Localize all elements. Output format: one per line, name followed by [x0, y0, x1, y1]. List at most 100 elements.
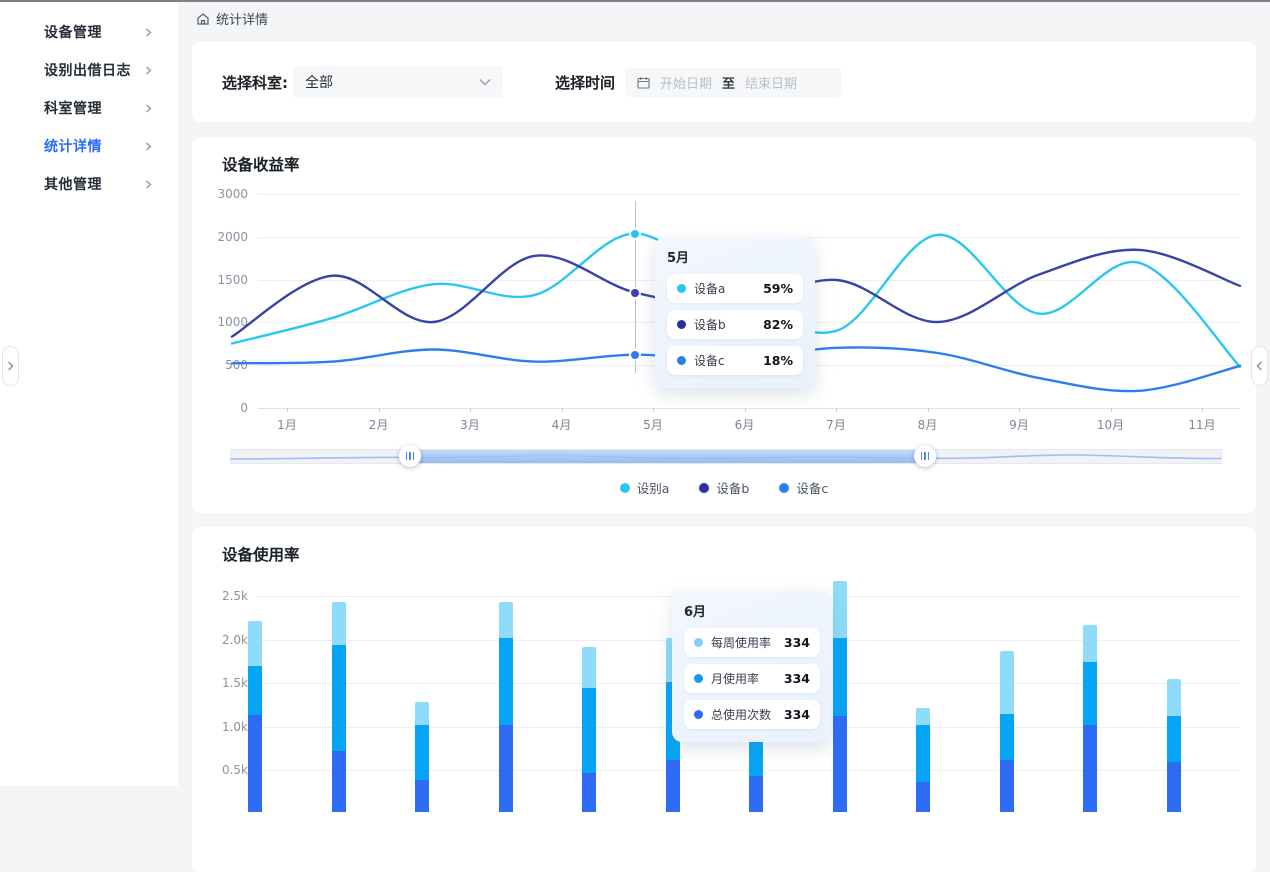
sidebar-item-2[interactable]: 设别出借日志 [0, 51, 178, 89]
tooltip-row-value: 334 [783, 671, 810, 686]
legend-item[interactable]: 设备c [779, 478, 828, 497]
hover-point-dot [631, 288, 640, 297]
bar-segment-每周使用率[interactable] [1166, 678, 1181, 717]
tooltip-row-label: 设备b [694, 318, 726, 332]
bar-segment-月使用率[interactable] [331, 644, 346, 752]
legend-item[interactable]: 设别a [619, 478, 670, 497]
bar-segment-月使用率[interactable] [916, 725, 930, 782]
bar-chart-card: 设备使用率 6月 每周使用率 334 月使用率 334 总使用次数 334 2.… [192, 527, 1256, 872]
tooltip-row-value: 82% [763, 317, 793, 332]
tooltip-row: 月使用率 334 [684, 664, 820, 693]
bar-segment-总使用次数[interactable] [331, 751, 346, 812]
bar-segment-每周使用率[interactable] [582, 646, 596, 689]
bar-segment-总使用次数[interactable] [582, 772, 596, 812]
chevron-right-icon [146, 65, 152, 75]
bar-segment-总使用次数[interactable] [749, 776, 763, 812]
date-range-picker[interactable]: 开始日期 至 结束日期 [625, 68, 841, 97]
x-axis-label: 1月 [277, 418, 297, 432]
bar-segment-每周使用率[interactable] [331, 602, 346, 645]
bar-segment-每周使用率[interactable] [832, 581, 847, 638]
bar-chart-title: 设备使用率 [222, 546, 300, 564]
tooltip-row-value: 334 [783, 635, 810, 650]
chevron-left-icon [1256, 361, 1262, 371]
y-axis-label: 1000 [217, 315, 248, 329]
collapse-right-panel-button[interactable] [1251, 346, 1268, 386]
start-date-input[interactable]: 开始日期 [660, 77, 713, 92]
tooltip-row-label: 月使用率 [711, 672, 760, 686]
legend-dot-icon [619, 482, 630, 493]
bar-segment-每周使用率[interactable] [248, 621, 262, 666]
bar-segment-月使用率[interactable] [415, 725, 429, 780]
chevron-right-icon [146, 27, 152, 37]
sidebar-item-label: 科室管理 [44, 101, 102, 117]
y-axis-label: 1500 [217, 273, 248, 287]
hover-point-dot [631, 229, 640, 238]
tooltip-row-label: 设备c [694, 354, 725, 368]
tooltip-title: 6月 [684, 605, 707, 620]
bar-segment-月使用率[interactable] [1083, 662, 1097, 725]
legend-label: 设备b [716, 481, 750, 496]
main-content: 统计详情 选择科室: 全部 选择时间 开始日期 至 结束日期 设备收益率 5月 … [178, 2, 1270, 872]
chevron-down-icon [479, 78, 491, 86]
bar-segment-总使用次数[interactable] [498, 725, 513, 812]
sidebar-item-label: 设备管理 [44, 25, 102, 41]
sidebar-menu: 设备管理设别出借日志科室管理统计详情其他管理 [0, 2, 178, 203]
legend-dot-icon [779, 482, 790, 493]
bar-segment-月使用率[interactable] [832, 638, 847, 717]
bar-segment-总使用次数[interactable] [1083, 725, 1097, 812]
y-axis-label: 2.5k [221, 589, 248, 603]
sidebar-item-1[interactable]: 设备管理 [0, 13, 178, 51]
crosshair-line [635, 201, 637, 373]
bar-segment-月使用率[interactable] [582, 688, 596, 773]
bar-segment-每周使用率[interactable] [1083, 624, 1097, 663]
x-axis-label: 10月 [1096, 418, 1125, 432]
tooltip-row-value: 59% [763, 281, 793, 296]
legend-dot-icon [699, 482, 710, 493]
expand-left-panel-button[interactable] [2, 346, 19, 386]
chevron-right-icon [146, 141, 152, 151]
bar-segment-每周使用率[interactable] [916, 707, 930, 725]
y-axis-label: 500 [225, 358, 248, 372]
dept-select[interactable]: 全部 [293, 66, 503, 98]
sidebar-item-3[interactable]: 科室管理 [0, 89, 178, 127]
sidebar-item-4[interactable]: 统计详情 [0, 127, 178, 165]
sidebar-item-label: 统计详情 [44, 139, 102, 155]
bar-segment-月使用率[interactable] [248, 665, 262, 716]
tooltip-row-value: 18% [763, 353, 793, 368]
bar-segment-每周使用率[interactable] [415, 702, 429, 725]
bar-segment-月使用率[interactable] [1166, 716, 1181, 762]
bar-segment-总使用次数[interactable] [916, 781, 930, 812]
bar-segment-月使用率[interactable] [498, 638, 513, 725]
bar-segment-月使用率[interactable] [999, 713, 1014, 760]
x-axis-label: 8月 [917, 418, 938, 432]
datazoom-handle-right[interactable] [913, 445, 936, 467]
legend-label: 设别a [636, 481, 670, 496]
datazoom-handle-left[interactable] [399, 445, 422, 467]
bar-segment-总使用次数[interactable] [832, 716, 847, 812]
chart-legend: 设别a 设备b 设备c [192, 478, 1256, 497]
series-dot-icon [677, 356, 686, 365]
tooltip-row: 总使用次数 334 [684, 700, 820, 729]
chevron-right-icon [8, 361, 14, 371]
sidebar-item-5[interactable]: 其他管理 [0, 165, 178, 203]
tooltip-title: 5月 [667, 251, 690, 266]
datazoom-slider[interactable] [230, 445, 1222, 467]
bar-segment-每周使用率[interactable] [999, 651, 1014, 714]
tooltip-row: 设备b 82% [667, 310, 803, 339]
end-date-input[interactable]: 结束日期 [745, 77, 798, 92]
y-axis-label: 2.0k [221, 632, 248, 647]
breadcrumb-label: 统计详情 [216, 13, 269, 28]
y-axis-label: 0 [240, 401, 248, 415]
series-dot-icon [694, 638, 703, 647]
series-dot-icon [677, 284, 686, 293]
legend-item[interactable]: 设备b [699, 478, 749, 497]
bar-segment-总使用次数[interactable] [1166, 761, 1181, 812]
bar-segment-总使用次数[interactable] [415, 779, 429, 812]
bar-segment-每周使用率[interactable] [498, 602, 513, 638]
breadcrumb[interactable]: 统计详情 [196, 9, 268, 28]
line-chart-tooltip: 5月 设备a 59% 设备b 82% 设备c 18% [655, 237, 815, 388]
bar-segment-总使用次数[interactable] [248, 715, 262, 812]
chevron-right-icon [146, 103, 152, 113]
x-axis-label: 4月 [551, 418, 572, 432]
datazoom-selected-range[interactable] [410, 450, 925, 463]
